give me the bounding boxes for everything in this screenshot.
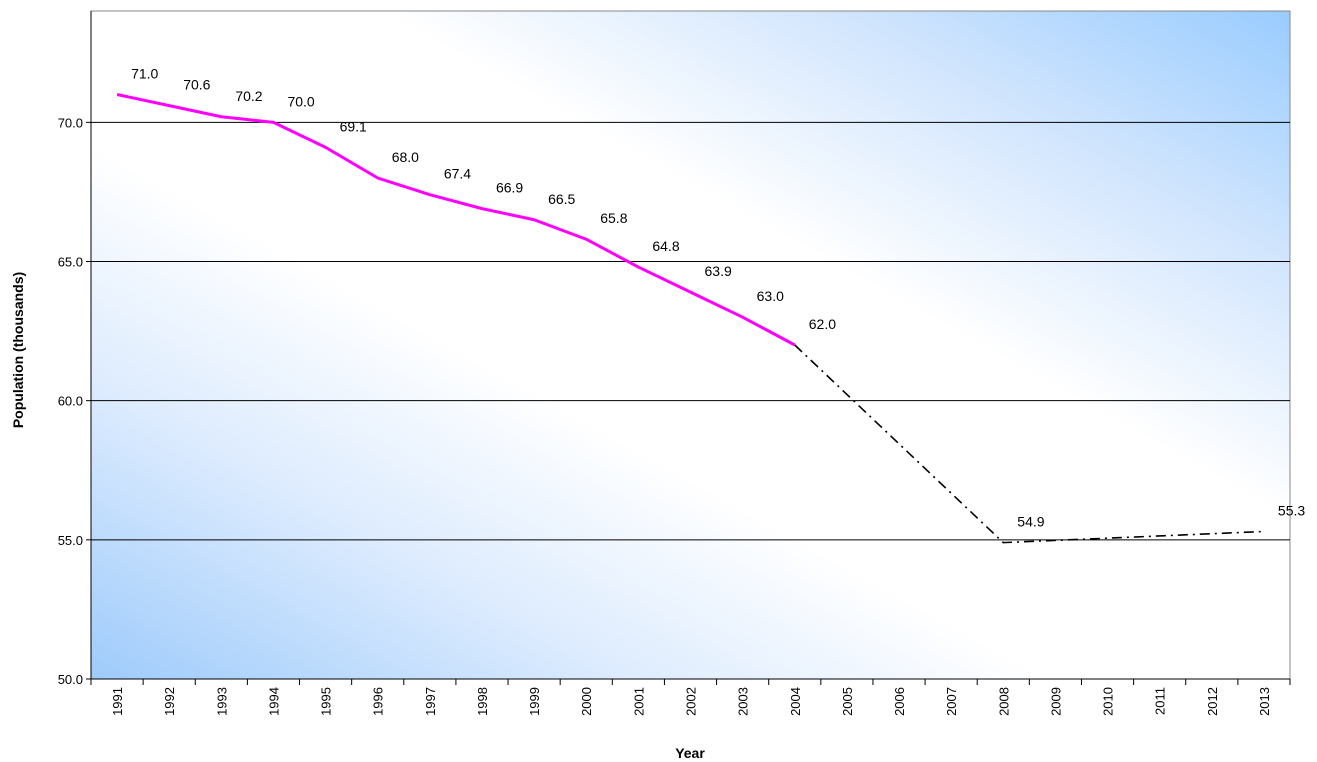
x-tick-label: 2008 [996,687,1011,716]
x-tick-label: 1993 [214,687,229,716]
x-tick-label: 1994 [266,687,281,716]
y-tick-label: 50.0 [58,672,83,687]
x-tick-label: 2001 [631,687,646,716]
x-tick-label: 2012 [1205,687,1220,716]
x-tick-label: 2004 [788,687,803,716]
series-line-dashdot [794,344,1264,544]
series-line-solid [116,93,796,347]
y-tick-label: 55.0 [58,533,83,548]
data-label: 70.0 [287,93,314,109]
data-label: 63.9 [705,263,732,279]
y-tick-label: 65.0 [58,255,83,270]
x-tick-label: 1991 [110,687,125,716]
y-tick-label: 60.0 [58,394,83,409]
data-label: 62.0 [809,316,836,332]
data-label: 69.1 [340,118,367,134]
x-tick-label: 2009 [1048,687,1063,716]
data-label: 63.0 [757,288,784,304]
data-label: 66.9 [496,180,523,196]
x-tick-label: 2006 [892,687,907,716]
x-axis: 1991 1992 1993 1994 1995 1996 1997 1998 1999 2000… [90,678,1291,716]
x-tick-label: 2005 [840,687,855,716]
y-axis-title: Population (thousands) [10,272,26,428]
x-tick-label: 1995 [319,687,334,716]
x-tick-label: 1997 [423,687,438,716]
y-tick-label: 70.0 [58,115,83,130]
data-label: 54.9 [1017,514,1044,530]
data-label: 65.8 [600,210,627,226]
data-label: 71.0 [131,66,158,82]
data-label: 70.2 [235,88,262,104]
data-label: 64.8 [652,238,679,254]
data-label: 68.0 [392,149,419,165]
data-label: 55.3 [1278,502,1305,518]
gridlines [91,121,1290,541]
x-axis-title: Year [675,745,705,761]
data-label: 70.6 [183,77,210,93]
series-lines [116,93,1264,544]
x-tick-label: 2002 [684,687,699,716]
data-labels: 71.0 70.6 70.2 70.0 69.1 68.0 67.4 66.9 66.5 65.8… [131,66,1305,530]
x-tick-label: 1998 [475,687,490,716]
x-tick-label: 2013 [1257,687,1272,716]
data-label: 67.4 [444,166,471,182]
x-tick-label: 2010 [1101,687,1116,716]
x-tick-label: 1999 [527,687,542,716]
x-tick-label: 2003 [736,687,751,716]
x-tick-label: 1992 [162,687,177,716]
plot-area-background [90,10,1291,680]
y-axis: 50.0 55.0 60.0 65.0 70.0 [58,11,92,687]
x-tick-label: 1996 [371,687,386,716]
x-tick-label: 2000 [579,687,594,716]
x-tick-label: 2011 [1153,687,1168,715]
x-tick-label: 2007 [944,687,959,716]
data-label: 66.5 [548,191,575,207]
